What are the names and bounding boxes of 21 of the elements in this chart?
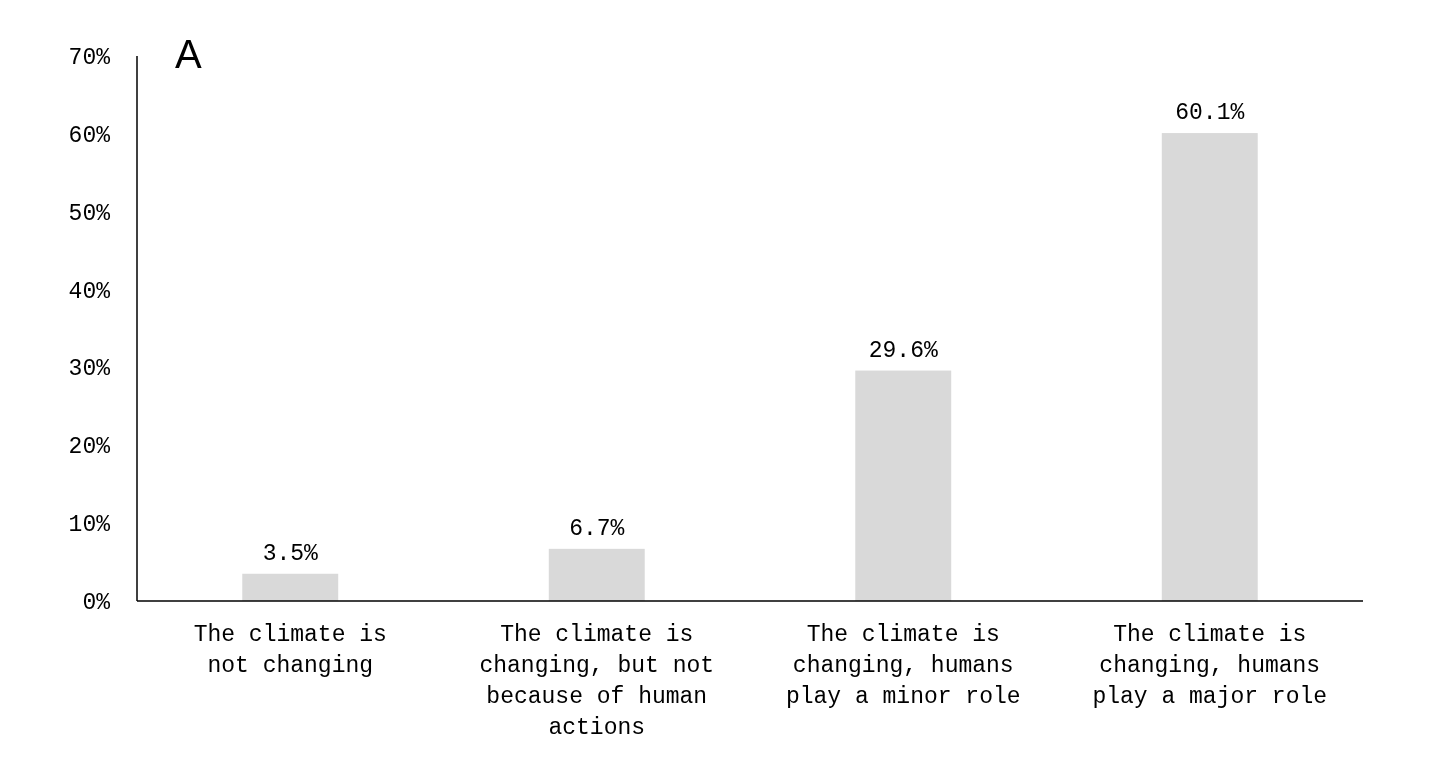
- bar: [1161, 133, 1258, 601]
- y-tick-label: 30%: [68, 356, 111, 383]
- bar: [855, 370, 952, 601]
- y-tick-label: 20%: [68, 434, 111, 461]
- y-tick-label: 40%: [68, 278, 111, 305]
- bar: [242, 573, 339, 601]
- data-label: 6.7%: [569, 515, 625, 542]
- x-tick-label: The climate is changing, humans play a minor role: [785, 622, 1021, 710]
- y-tick-label: 10%: [68, 512, 111, 539]
- x-tick-label: The climate is changing, but not because of human actions: [479, 622, 715, 741]
- y-tick-label: 60%: [68, 122, 111, 149]
- bar: [548, 548, 645, 601]
- x-tick-label: The climate is not changing: [193, 622, 387, 679]
- data-label: 3.5%: [262, 540, 319, 567]
- data-label: 60.1%: [1175, 100, 1245, 127]
- chart-title: A: [175, 32, 202, 76]
- y-tick-label: 70%: [68, 45, 111, 72]
- x-tick-label: The climate is changing, humans play a major role: [1092, 622, 1328, 710]
- y-tick-label: 50%: [68, 200, 111, 227]
- data-label: 29.6%: [868, 337, 938, 364]
- y-tick-label: 0%: [82, 590, 111, 617]
